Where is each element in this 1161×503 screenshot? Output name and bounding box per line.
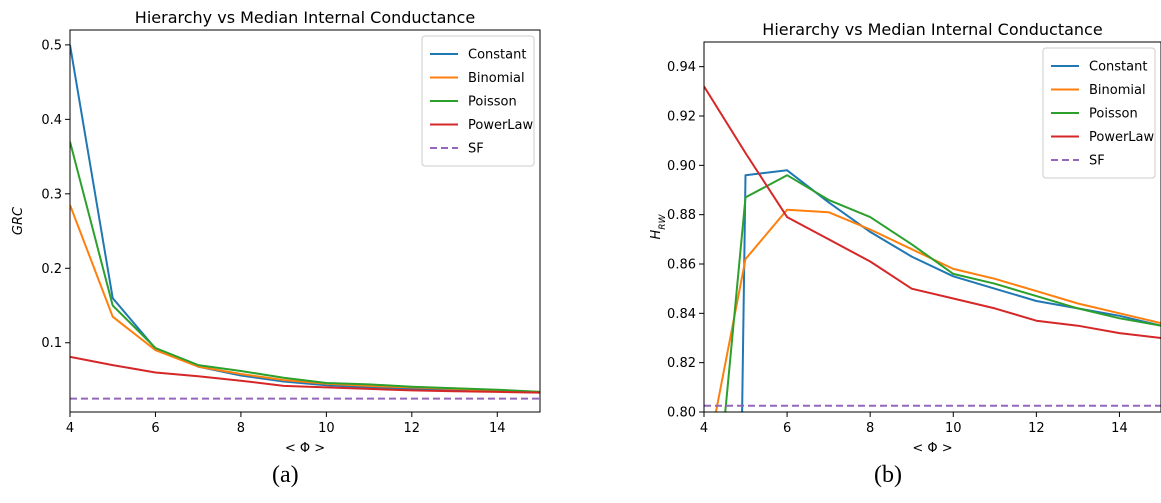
x-tick-label: 8	[866, 421, 874, 436]
legend: Constant Binomial Poisson PowerLaw SF	[421, 35, 535, 167]
y-tick-label: 0.3	[41, 187, 62, 202]
y-tick-label: 0.86	[667, 258, 696, 273]
legend-label: Binomial	[468, 71, 525, 86]
plot-area	[704, 85, 1161, 412]
y-tick-label: 0.84	[667, 307, 696, 322]
chart-b: 4 6 8 10 12 14 0.80 0.82 0.84 0.86 0.88 0.90 0.92 0.9…	[649, 20, 1161, 456]
y-tick-label: 0.4	[41, 113, 62, 128]
y-tick-label: 0.1	[41, 336, 62, 351]
y-tick-label: 0.90	[667, 159, 696, 174]
axes-frame	[703, 41, 1161, 413]
series-line-powerlaw	[70, 355, 540, 394]
legend-label: Binomial	[1089, 83, 1146, 98]
series-line-poisson	[70, 141, 540, 393]
chart-title: Hierarchy vs Median Internal Conductance	[762, 20, 1102, 39]
legend: Constant Binomial Poisson PowerLaw SF	[1042, 47, 1156, 179]
chart-a: 4 6 8 10 12 14 0.1 0.2 0.3 0.4 0.5 Hierarchy vs Med…	[11, 8, 541, 456]
x-tick-label: 6	[783, 421, 791, 436]
legend-box	[421, 35, 535, 167]
x-tick-label: 10	[945, 421, 962, 436]
legend-label: Constant	[1089, 60, 1147, 75]
x-tick-label: 4	[700, 421, 708, 436]
y-tick-label: 0.94	[667, 60, 696, 75]
x-tick-label: 14	[1111, 421, 1128, 436]
y-tick-label: 0.5	[41, 38, 62, 53]
y-axis-label: GRC	[11, 206, 26, 235]
legend-label: SF	[1089, 154, 1105, 169]
x-tick-label: 8	[237, 421, 245, 436]
x-tick-label: 12	[1028, 421, 1045, 436]
axes-frame	[69, 29, 541, 413]
x-tick-label: 12	[404, 421, 421, 436]
legend-label: SF	[468, 142, 484, 157]
x-tick-label: 10	[318, 421, 335, 436]
legend-box	[1042, 47, 1156, 179]
y-tick-label: 0.82	[667, 356, 696, 371]
x-tick-label: 14	[489, 421, 506, 436]
legend-label: PowerLaw	[1089, 130, 1155, 145]
series-line-binomial	[714, 208, 1161, 412]
series-line-powerlaw	[704, 85, 1161, 339]
x-tick-label: 4	[66, 421, 74, 436]
y-axis-label: HRW	[649, 213, 668, 239]
y-tick-label: 0.92	[667, 110, 696, 125]
legend-label: PowerLaw	[468, 118, 534, 133]
plot-area	[70, 44, 540, 400]
y-tick-label: 0.88	[667, 208, 696, 223]
series-line-constant	[741, 169, 1161, 412]
legend-label: Constant	[468, 48, 526, 63]
legend-label: Poisson	[468, 95, 517, 110]
series-line-binomial	[70, 204, 540, 393]
x-tick-label: 6	[151, 421, 159, 436]
legend-label: Poisson	[1089, 107, 1138, 122]
caption-a: (a)	[272, 462, 299, 488]
x-axis-label: < Φ >	[285, 441, 325, 456]
chart-title: Hierarchy vs Median Internal Conductance	[135, 8, 475, 27]
caption-b: (b)	[874, 462, 902, 488]
series-line-poisson	[724, 174, 1161, 412]
y-tick-label: 0.80	[667, 406, 696, 421]
x-axis-label: < Φ >	[912, 441, 952, 456]
y-tick-label: 0.2	[41, 262, 62, 277]
